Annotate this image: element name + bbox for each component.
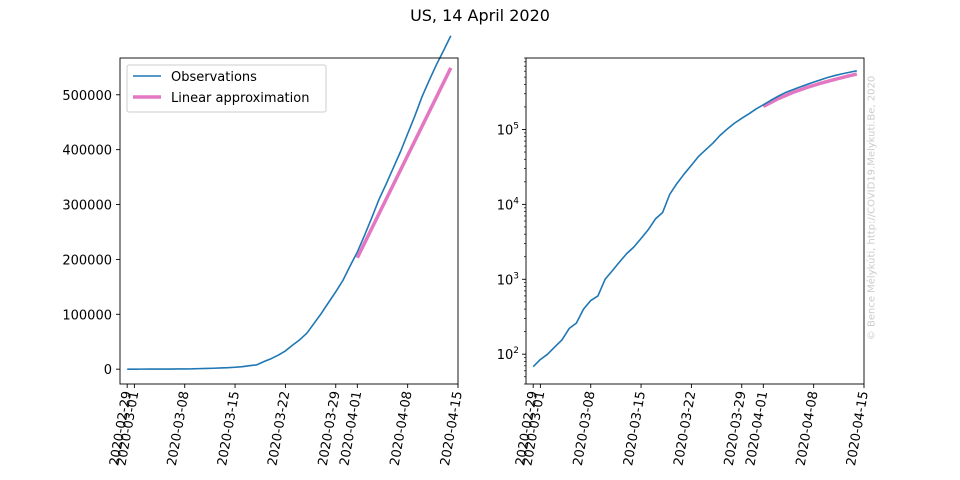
y-tick-label: 500000 [62, 89, 112, 104]
x-tick-label: 2020-03-15 [621, 390, 649, 467]
x-tick-label: 2020-03-08 [165, 390, 193, 467]
x-tick-label: 2020-03-22 [265, 390, 293, 467]
x-tick-label: 2020-04-08 [388, 390, 416, 467]
y-tick-label: 100000 [62, 308, 112, 323]
y-tick-label: 0 [104, 363, 112, 378]
chart-linear: 01000002000003000004000005000002020-02-2… [62, 35, 466, 467]
figure-title: US, 14 April 2020 [410, 6, 550, 25]
y-tick-label: 104 [497, 196, 520, 213]
series-line-linear-approximation [762, 72, 858, 108]
series-line-observations [127, 35, 452, 370]
axes-frame [525, 57, 865, 385]
x-tick-label: 2020-04-15 [438, 390, 466, 467]
x-tick-label: 2020-03-22 [671, 390, 699, 467]
axes-frame [119, 57, 459, 385]
legend-box [126, 64, 327, 113]
legend: Observations Linear approximation [126, 64, 327, 113]
y-tick-label: 103 [497, 271, 519, 288]
x-tick-label: 2020-03-15 [215, 390, 243, 467]
y-tick-label: 102 [497, 346, 519, 363]
y-tick-label: 200000 [62, 253, 112, 268]
legend-label: Observations [171, 70, 257, 85]
copyright-watermark: © Bence Mélykúti, http://COVID19.Melykut… [866, 75, 878, 341]
x-tick-label: 2020-03-08 [571, 390, 599, 467]
y-tick-label: 300000 [62, 199, 112, 214]
legend-label: Linear approximation [171, 91, 309, 106]
x-tick-label: 2020-04-15 [844, 390, 872, 467]
y-tick-label: 105 [497, 121, 519, 138]
y-tick-label: 400000 [62, 144, 112, 159]
series-line-linear-approximation [355, 67, 453, 259]
x-tick-label: 2020-04-08 [794, 390, 822, 467]
series-line-observations [532, 69, 857, 368]
